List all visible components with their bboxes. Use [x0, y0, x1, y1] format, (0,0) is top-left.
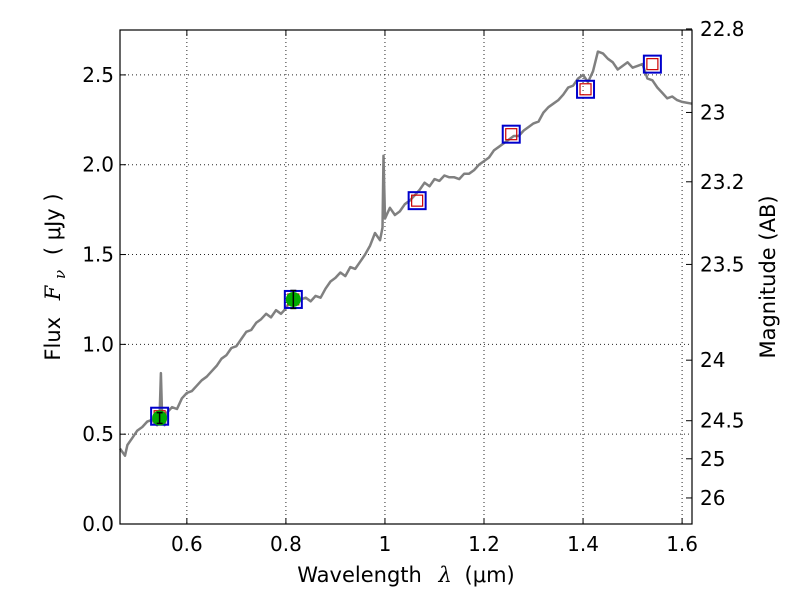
x-axis-label: Wavelength λ (μm)	[297, 563, 514, 587]
y2-tick-label: 24.5	[700, 409, 745, 433]
x-tick-label: 1	[379, 532, 392, 556]
ticks: 0.6 0.8 1 1.2 1.4 1.6 0.0 0.5 1.0 1.5 2.0 2.5 22.8 23…	[82, 17, 744, 556]
grid	[120, 30, 692, 525]
y2-tick-label: 26	[700, 486, 725, 510]
x-tick-label: 0.8	[270, 532, 302, 556]
y2-tick-label: 22.8	[700, 17, 745, 41]
y2-axis-label: Magnitude (AB)	[756, 195, 780, 358]
y2-tick-label: 25	[700, 447, 725, 471]
y2-tick-label: 23.2	[700, 170, 745, 194]
y-axis-label: Flux F ν ( μJy )	[41, 193, 70, 360]
plot-frame	[119, 29, 693, 525]
model-square-inner	[646, 58, 659, 71]
y-tick-label: 1.0	[82, 332, 114, 356]
y-tick-label: 2.5	[82, 63, 114, 87]
y-tick-label: 1.5	[82, 243, 114, 267]
y-tick-label: 2.0	[82, 153, 114, 177]
y2-tick-label: 23.5	[700, 252, 745, 276]
y2-tick-label: 23	[700, 100, 725, 124]
x-tick-label: 1.4	[567, 532, 599, 556]
model-square-marker	[576, 79, 596, 99]
y2-tick-label: 24	[700, 348, 725, 372]
y-tick-label: 0.5	[82, 422, 114, 446]
y-tick-label: 0.0	[82, 512, 114, 536]
model-square-marker	[642, 54, 662, 74]
x-tick-label: 1.6	[666, 532, 698, 556]
x-tick-label: 0.6	[171, 532, 203, 556]
model-square-inner	[579, 83, 592, 96]
x-tick-label: 1.2	[468, 532, 500, 556]
model-square-marker	[501, 124, 521, 144]
spectrum-line	[118, 50, 693, 457]
model-square-inner	[411, 194, 424, 207]
plot-area	[118, 50, 693, 457]
model-square-marker	[407, 191, 427, 211]
model-square-inner	[505, 128, 518, 141]
